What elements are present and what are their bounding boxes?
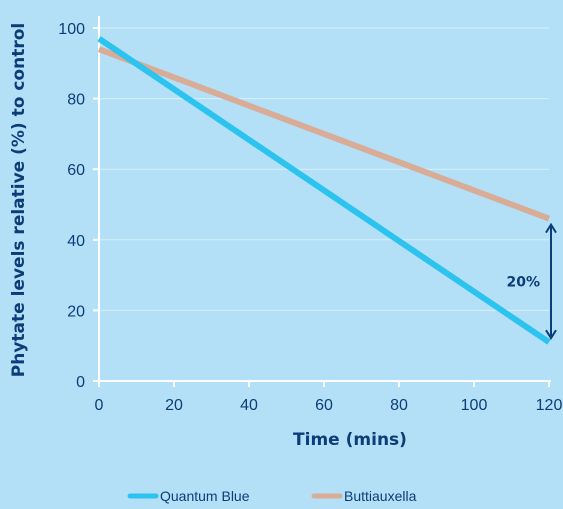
legend-label-buttiauxella: Buttiauxella xyxy=(344,488,417,504)
x-tick-label: 20 xyxy=(165,397,183,414)
y-tick-label: 80 xyxy=(67,92,85,109)
x-tick-label: 80 xyxy=(390,397,408,414)
tick-labels: 0 20 40 60 80 100 0 20 40 60 80 100 120 xyxy=(58,21,562,414)
legend-label-quantum-blue: Quantum Blue xyxy=(160,488,250,504)
series-line-buttiauxella xyxy=(97,46,551,222)
annotation-arrow-head-bottom xyxy=(545,329,557,341)
grid-lines xyxy=(99,27,549,311)
y-tick-label: 0 xyxy=(76,374,85,391)
annotation-arrow-head-top xyxy=(545,222,557,234)
x-tick-label: 40 xyxy=(240,397,258,414)
axes xyxy=(93,16,551,387)
y-tick-label: 40 xyxy=(67,233,85,250)
x-tick-label: 120 xyxy=(536,397,563,414)
x-tick-label: 0 xyxy=(95,397,104,414)
y-tick-label: 20 xyxy=(67,303,85,320)
legend: Quantum Blue Buttiauxella xyxy=(127,488,417,504)
x-tick-label: 60 xyxy=(315,397,333,414)
x-tick-label: 100 xyxy=(461,397,488,414)
series-line-quantum-blue xyxy=(97,36,551,345)
x-axis-title: Time (mins) xyxy=(293,430,407,450)
series-lines xyxy=(97,36,551,345)
annotations: 20% xyxy=(506,222,557,341)
y-axis-title: Phytate levels relative (%) to control xyxy=(9,23,29,377)
y-tick-label: 60 xyxy=(67,162,85,179)
annotation-label: 20% xyxy=(506,274,540,290)
y-tick-label: 100 xyxy=(58,21,85,38)
